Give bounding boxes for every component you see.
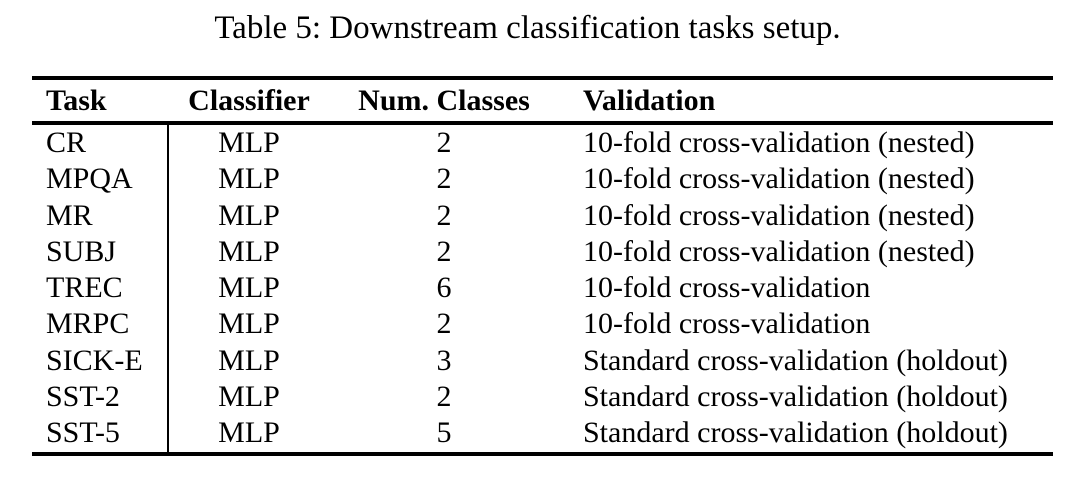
cell-classifier: MLP (218, 307, 280, 341)
cell-validation: Standard cross-validation (holdout) (583, 343, 1008, 377)
table-row: MPQA MLP 2 10-fold cross-validation (nes… (32, 161, 1053, 197)
cell-num-classes: 3 (436, 343, 452, 377)
column-header-classifier: Classifier (188, 84, 310, 117)
header-rule (32, 121, 1053, 125)
cell-task: MPQA (46, 162, 133, 196)
table-row: TREC MLP 6 10-fold cross-validation (32, 270, 1053, 306)
table-row: SUBJ MLP 2 10-fold cross-validation (nes… (32, 234, 1053, 270)
classification-tasks-table: Task Classifier Num. Classes Validation … (32, 76, 1053, 456)
task-column-divider (166, 125, 169, 452)
cell-task: SST-2 (46, 380, 120, 414)
cell-validation: 10-fold cross-validation (nested) (583, 198, 975, 232)
cell-task: SUBJ (46, 234, 117, 268)
cell-classifier: MLP (218, 271, 280, 305)
cell-classifier: MLP (218, 234, 280, 268)
cell-classifier: MLP (218, 198, 280, 232)
table-header-row: Task Classifier Num. Classes Validation (32, 80, 1053, 121)
table-row: SICK-E MLP 3 Standard cross-validation (… (32, 343, 1053, 379)
cell-task: TREC (46, 271, 123, 305)
cell-classifier: MLP (218, 416, 280, 450)
cell-validation: 10-fold cross-validation (nested) (583, 162, 975, 196)
column-header-num-classes: Num. Classes (358, 84, 530, 117)
cell-validation: 10-fold cross-validation (nested) (583, 234, 975, 268)
cell-num-classes: 2 (436, 380, 452, 414)
table-body: CR MLP 2 10-fold cross-validation (neste… (32, 125, 1053, 452)
cell-validation: 10-fold cross-validation (nested) (583, 126, 975, 159)
table-row: SST-5 MLP 5 Standard cross-validation (h… (32, 415, 1053, 451)
table-row: MR MLP 2 10-fold cross-validation (neste… (32, 198, 1053, 234)
cell-validation: 10-fold cross-validation (583, 307, 871, 341)
table-caption: Table 5: Downstream classification tasks… (214, 10, 841, 46)
cell-task: SST-5 (46, 416, 120, 450)
cell-task: CR (46, 126, 87, 159)
table-row: CR MLP 2 10-fold cross-validation (neste… (32, 125, 1053, 161)
cell-num-classes: 2 (436, 126, 452, 159)
column-header-task: Task (46, 84, 107, 117)
cell-num-classes: 2 (436, 162, 452, 196)
cell-classifier: MLP (218, 343, 280, 377)
cell-num-classes: 2 (436, 198, 452, 232)
cell-validation: Standard cross-validation (holdout) (583, 416, 1008, 450)
cell-num-classes: 6 (436, 271, 452, 305)
cell-num-classes: 5 (436, 416, 452, 450)
cell-task: MR (46, 198, 93, 232)
cell-task: SICK-E (46, 343, 143, 377)
table-row: MRPC MLP 2 10-fold cross-validation (32, 306, 1053, 342)
cell-validation: Standard cross-validation (holdout) (583, 380, 1008, 414)
cell-classifier: MLP (218, 162, 280, 196)
cell-classifier: MLP (218, 126, 280, 159)
cell-num-classes: 2 (436, 234, 452, 268)
cell-classifier: MLP (218, 380, 280, 414)
cell-validation: 10-fold cross-validation (583, 271, 871, 305)
cell-num-classes: 2 (436, 307, 452, 341)
column-header-validation: Validation (583, 84, 716, 117)
cell-task: MRPC (46, 307, 130, 341)
table-row: SST-2 MLP 2 Standard cross-validation (h… (32, 379, 1053, 415)
